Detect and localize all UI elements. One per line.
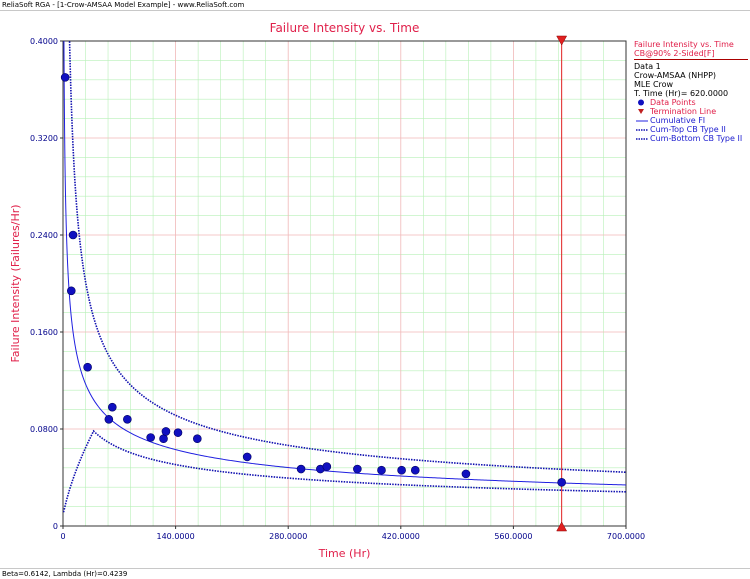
data-point (296, 464, 306, 474)
failure-intensity-chart: 0 140.0000 280.0000 420.0000 560.0000 700.000… (9, 21, 645, 560)
data-point (83, 362, 92, 372)
cumulative-fi-line (63, 41, 626, 486)
y-axis-label: Failure Intensity (Failures/Hr) (9, 204, 22, 362)
legend-header-title: Failure Intensity vs. Time (634, 40, 734, 49)
data-point (66, 286, 76, 296)
legend-header-cb: CB@90% 2-Sided[F] (634, 49, 715, 58)
termination-triangle-icon (638, 109, 644, 114)
legend-item-data-points: Data Points (634, 98, 748, 107)
legend-item-top-cb: Cum-Top CB Type II (634, 125, 748, 134)
y-tick-label: 0.2400 (30, 231, 58, 240)
data-point (146, 433, 155, 442)
legend-item-termination: Termination Line (634, 107, 748, 116)
data-point-icon (638, 99, 644, 106)
legend-panel: Failure Intensity vs. Time CB@90% 2-Side… (634, 40, 748, 143)
dotted-line-icon (636, 138, 648, 140)
legend-item-label: Data Points (650, 98, 696, 107)
data-point (461, 469, 471, 479)
data-point (68, 230, 78, 240)
dotted-line-icon (636, 129, 648, 131)
x-tick-label: 420.0000 (382, 532, 420, 541)
chart-title: Failure Intensity vs. Time (270, 21, 420, 35)
chart-area: 0 140.0000 280.0000 420.0000 560.0000 700.000… (0, 12, 750, 568)
y-tick-label: 0.1600 (30, 328, 58, 337)
status-bar: Beta=0.6142, Lambda (Hr)=0.4239 (0, 568, 750, 578)
data-point (161, 427, 171, 436)
x-tick-label: 280.0000 (269, 532, 307, 541)
y-tick-label: 0 (53, 522, 58, 531)
legend-item-label: Cum-Top CB Type II (650, 125, 726, 134)
data-point (242, 452, 252, 462)
x-tick-label: 560.0000 (494, 532, 532, 541)
termination-marker-bottom (556, 521, 568, 532)
data-point (60, 73, 70, 82)
legend-item-label: Termination Line (650, 107, 717, 116)
x-tick-label: 140.0000 (157, 532, 195, 541)
data-point (557, 478, 566, 487)
y-tick-label: 0.3200 (30, 134, 58, 143)
data-point (322, 462, 332, 471)
data-point (123, 414, 132, 424)
data-point (353, 464, 362, 474)
bottom-cb-line (63, 429, 626, 513)
window-title: ReliaSoft RGA - [1-Crow-AMSAA Model Exam… (2, 1, 245, 9)
legend-item-bottom-cb: Cum-Bottom CB Type II (634, 134, 748, 143)
y-tick-label: 0.4000 (30, 37, 58, 46)
data-point (104, 414, 114, 424)
legend-ttime: T. Time (Hr)= 620.0000 (634, 89, 729, 98)
curves-group (63, 41, 626, 513)
data-point (377, 465, 386, 475)
x-tick-label: 0 (60, 532, 65, 541)
data-point (108, 402, 117, 412)
data-point (159, 434, 168, 444)
legend-divider (634, 59, 748, 60)
status-text: Beta=0.6142, Lambda (Hr)=0.4239 (2, 570, 128, 578)
legend-item-cumulative-fi: Cumulative FI (634, 116, 748, 125)
x-tick-label: 700.0000 (607, 532, 645, 541)
solid-line-icon (636, 120, 648, 122)
y-tick-label: 0.0800 (30, 425, 58, 434)
plot-frame (62, 40, 627, 527)
data-point (410, 465, 420, 475)
window-title-bar: ReliaSoft RGA - [1-Crow-AMSAA Model Exam… (0, 0, 750, 11)
legend-method: MLE Crow (634, 80, 674, 89)
x-axis-label: Time (Hr) (318, 547, 371, 560)
legend-model: Crow-AMSAA (NHPP) (634, 71, 717, 80)
legend-item-label: Cumulative FI (650, 116, 706, 125)
data-point (173, 428, 183, 437)
data-point (397, 465, 406, 475)
termination-marker-top (556, 35, 568, 46)
top-cb-line (68, 41, 626, 473)
data-point (193, 434, 202, 444)
legend-item-label: Cum-Bottom CB Type II (650, 134, 743, 143)
legend-dataset: Data 1 (634, 62, 661, 71)
